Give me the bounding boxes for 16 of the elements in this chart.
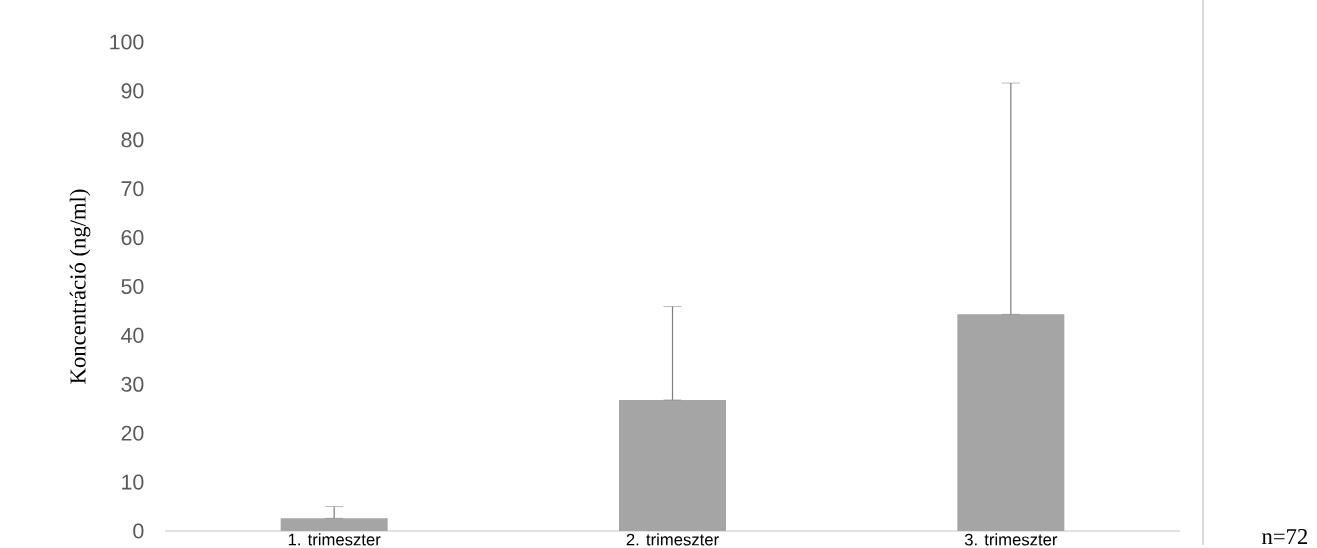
y-tick-label: 90 — [121, 83, 144, 99]
x-tick-label: 1. trimeszter — [288, 533, 381, 546]
y-tick-label: 10 — [122, 474, 144, 490]
y-tick-label: 70 — [121, 181, 144, 197]
text: n=72 — [1262, 528, 1308, 544]
y-tick-label: 50 — [121, 278, 144, 295]
y-axis-title: Koncentráció (ng/ml) — [69, 189, 91, 384]
y-tick-label: 0 — [133, 523, 144, 539]
y-tick-label: 30 — [121, 376, 144, 392]
x-tick-label: 3. trimeszter — [964, 533, 1058, 546]
y-tick-label: 40 — [121, 327, 144, 343]
y-tick-label: 20 — [121, 425, 144, 441]
x-tick-label: 2. trimeszter — [626, 533, 719, 546]
y-tick-label: 80 — [121, 132, 144, 148]
y-tick-label: 60 — [121, 230, 144, 246]
y-tick-label: 100 — [110, 34, 144, 50]
